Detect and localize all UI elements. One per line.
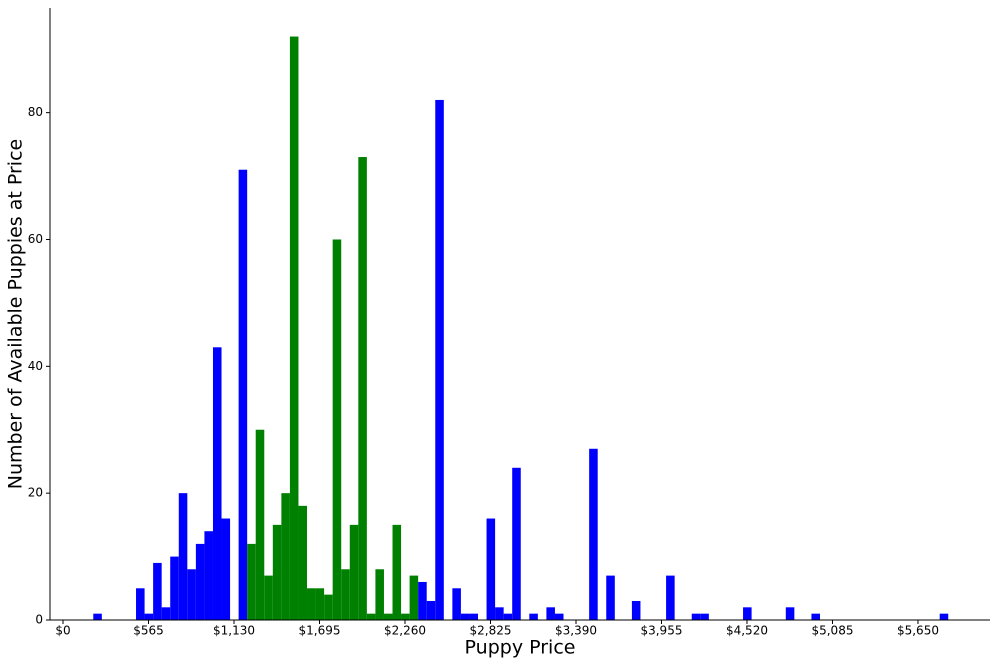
x-tick-label: $5,085 xyxy=(811,624,853,638)
bar xyxy=(409,575,419,620)
bar xyxy=(161,607,171,620)
bar xyxy=(631,600,641,620)
bar xyxy=(195,543,205,620)
x-tick-label: $4,520 xyxy=(726,624,768,638)
bar xyxy=(281,493,290,620)
bar xyxy=(136,588,145,620)
bar xyxy=(383,613,393,620)
bar xyxy=(691,613,701,620)
x-tick-label: $3,390 xyxy=(555,624,597,638)
bar xyxy=(247,543,256,620)
bar xyxy=(589,448,598,620)
bar xyxy=(272,524,282,620)
bar xyxy=(401,613,410,620)
bar xyxy=(264,575,273,620)
bar xyxy=(529,613,538,620)
x-tick-label: $2,260 xyxy=(384,624,426,638)
bar xyxy=(170,556,179,620)
y-tick-label: 80 xyxy=(28,105,43,119)
bar xyxy=(332,239,342,620)
bar xyxy=(469,613,479,620)
bar xyxy=(939,613,949,620)
bar xyxy=(503,613,513,620)
bar xyxy=(546,607,555,620)
x-tick-label: $565 xyxy=(133,624,164,638)
bar xyxy=(238,169,248,620)
bar xyxy=(486,518,496,620)
bar xyxy=(298,505,308,620)
x-tick-label: $5,650 xyxy=(897,624,939,638)
bar xyxy=(187,569,196,620)
bar xyxy=(375,569,384,620)
y-axis-label: Number of Available Puppies at Price xyxy=(5,139,27,489)
bar xyxy=(349,524,359,620)
x-axis-label: Puppy Price xyxy=(465,637,576,659)
bar xyxy=(315,588,325,620)
bar xyxy=(785,607,795,620)
bar xyxy=(178,493,188,620)
bar xyxy=(512,467,521,620)
bar xyxy=(212,347,222,620)
bar xyxy=(554,613,564,620)
bar xyxy=(289,36,299,620)
bar xyxy=(153,562,162,620)
bar xyxy=(144,613,154,620)
x-tick-label: $3,955 xyxy=(640,624,682,638)
bar xyxy=(324,594,333,620)
bar xyxy=(495,607,504,620)
y-tick-label: 0 xyxy=(35,613,43,627)
bar xyxy=(666,575,675,620)
bar xyxy=(366,613,376,620)
bar xyxy=(426,600,436,620)
bar xyxy=(204,531,213,620)
x-tick-label: $0 xyxy=(55,624,70,638)
bar xyxy=(392,524,402,620)
y-tick-label: 60 xyxy=(28,232,43,246)
bar xyxy=(435,99,444,620)
bar xyxy=(341,569,350,620)
x-tick-label: $2,825 xyxy=(469,624,511,638)
bar xyxy=(606,575,615,620)
y-tick-label: 20 xyxy=(28,486,43,500)
bar xyxy=(811,613,820,620)
bar xyxy=(700,613,709,620)
bar xyxy=(255,429,265,620)
y-tick-label: 40 xyxy=(28,359,43,373)
bar xyxy=(460,613,470,620)
bar xyxy=(452,588,461,620)
bar xyxy=(93,613,102,620)
bar xyxy=(307,588,316,620)
x-tick-label: $1,130 xyxy=(213,624,255,638)
bar xyxy=(221,518,231,620)
bar xyxy=(743,607,752,620)
bar xyxy=(418,581,427,620)
bar xyxy=(358,157,367,621)
x-tick-label: $1,695 xyxy=(299,624,341,638)
